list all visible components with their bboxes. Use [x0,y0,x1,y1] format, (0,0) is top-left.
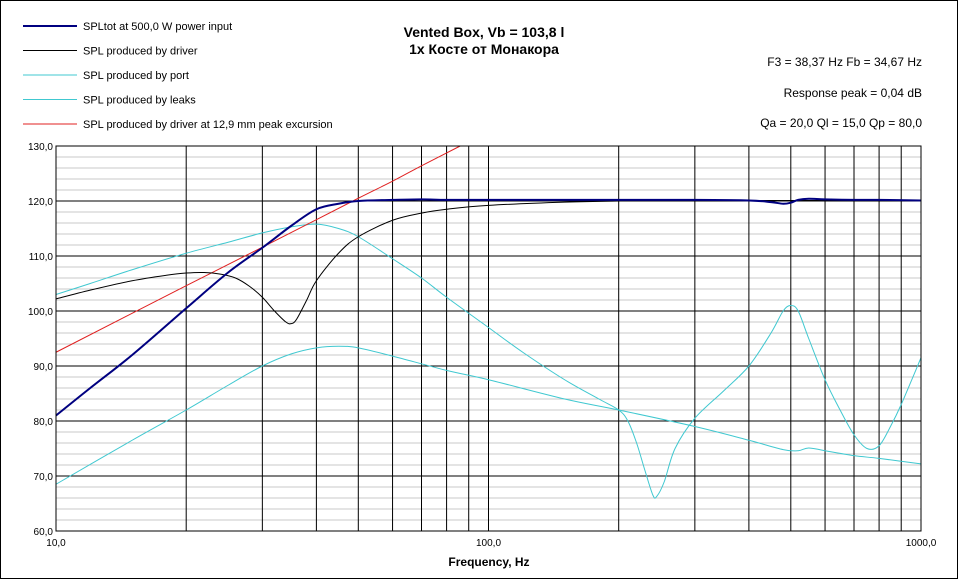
major-y-grid [56,200,921,477]
response-peak-annotation: Response peak = 0,04 dB [784,86,922,100]
y-tick-label: 80,0 [34,417,54,428]
series-layer [55,145,922,499]
chart-subtitle: 1x Косте от Монакора [409,41,559,57]
series-line [55,223,922,499]
x-tick-label: 100,0 [476,538,501,549]
x-tick-label: 1000,0 [906,538,937,549]
y-tick-label: 60,0 [34,527,54,538]
legend-label: SPLtot at 500,0 W power input [83,21,232,33]
x-axis-title: Frequency, Hz [448,555,529,569]
x-tick-label: 10,0 [46,538,66,549]
y-tick-label: 120,0 [28,197,53,208]
legend: SPLtot at 500,0 W power input SPL produce… [23,21,333,131]
x-grid [185,146,902,531]
y-tick-labels: 60,0 70,0 80,0 90,0 100,0 110,0 120,0 130,0 [28,142,53,538]
legend-label: SPL produced by port [83,70,189,82]
legend-label: SPL produced by driver at 12,9 mm peak e… [83,119,333,131]
plot-border [55,145,922,532]
series-line [55,197,922,417]
f3-fb-annotation: F3 = 38,37 Hz Fb = 34,67 Hz [767,55,922,69]
series-line [55,199,921,325]
y-tick-label: 110,0 [29,252,54,263]
series-line [55,345,922,485]
y-tick-label: 130,0 [28,142,53,153]
x-tick-labels: 10,0 100,0 1000,0 [46,538,936,549]
q-values-annotation: Qa = 20,0 Ql = 15,0 Qp = 80,0 [760,116,922,130]
legend-label: SPL produced by driver [83,46,198,58]
y-tick-label: 90,0 [34,362,54,373]
y-tick-label: 70,0 [34,472,54,483]
chart-title: Vented Box, Vb = 103,8 l [404,24,565,40]
y-tick-label: 100,0 [28,307,53,318]
legend-label: SPL produced by leaks [83,95,196,107]
series-line [55,145,461,353]
